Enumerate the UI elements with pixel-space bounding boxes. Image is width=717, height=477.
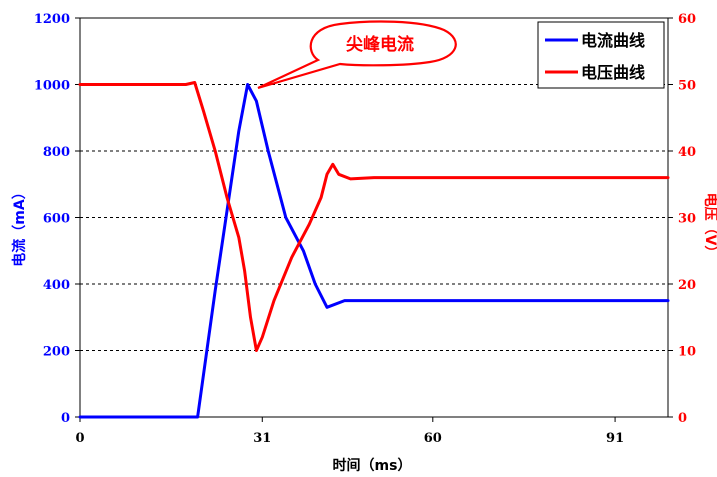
legend: 电流曲线 电压曲线: [537, 21, 665, 89]
legend-label-voltage: 电压曲线: [581, 63, 645, 82]
x-tick-label: 91: [606, 431, 624, 446]
peak-annotation: 尖峰电流: [257, 20, 457, 90]
y-tick-label-right: 20: [678, 278, 696, 293]
legend-label-current: 电流曲线: [581, 31, 645, 50]
y-tick-label-left: 1200: [34, 12, 70, 27]
x-tick-label: 31: [253, 431, 271, 446]
y-tick-label-left: 200: [43, 345, 70, 360]
y-tick-label-right: 40: [678, 145, 696, 160]
callout-text: 尖峰电流: [346, 34, 414, 55]
y-tick-label-right: 0: [678, 411, 687, 426]
callout-bubble: [257, 20, 457, 90]
y-tick-label-left: 800: [43, 145, 70, 160]
y-tick-label-right: 50: [678, 79, 696, 94]
y-axis-title-right: 电压（V）: [702, 193, 717, 260]
y-axis-title-left: 电流（mA）: [11, 185, 28, 266]
series-group: [78, 81, 670, 419]
legend-box: [537, 21, 665, 89]
y-tick-label-right: 60: [678, 12, 696, 27]
series-line-1: [78, 81, 670, 352]
y-tick-label-left: 0: [61, 411, 70, 426]
y-tick-label-right: 30: [678, 212, 696, 227]
left-axis-ticks: 0 200 400 600 800 1000 1200: [34, 12, 80, 426]
x-axis-title: 时间（ms）: [333, 457, 412, 474]
x-axis-ticks: 0 31 60 91: [75, 417, 624, 446]
y-tick-label-left: 400: [43, 278, 70, 293]
x-tick-label: 60: [424, 431, 442, 446]
right-axis-ticks: 0 10 20 30 40 50 60: [668, 12, 696, 426]
x-tick-label: 0: [75, 431, 84, 446]
series-line-0: [78, 83, 670, 419]
y-tick-label-left: 1000: [34, 79, 70, 94]
y-tick-label-right: 10: [678, 345, 696, 360]
y-tick-label-left: 600: [43, 212, 70, 227]
